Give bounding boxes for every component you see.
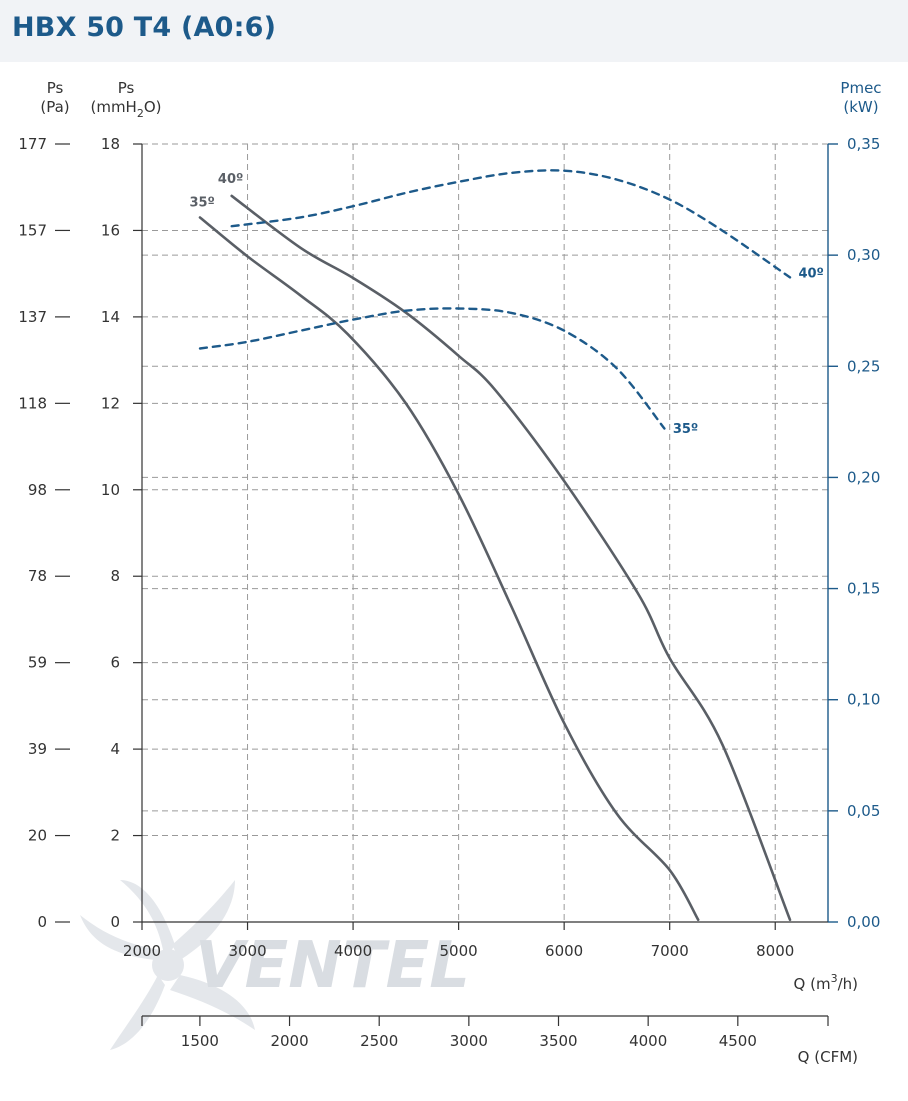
y-left-mmh2o-tick-label: 18 (101, 135, 120, 153)
watermark: VENTEL (80, 880, 470, 1050)
y-left-pa-title: Ps (Pa) (40, 79, 69, 116)
y-left-pa-tick-label: 177 (18, 135, 47, 153)
series-labels: 35º 40º 40º 35º (189, 172, 823, 437)
y-left-pa-tick-label: 98 (28, 481, 47, 499)
y-left-mmh2o-tick-label: 12 (101, 394, 120, 412)
x-primary-tick-label: 3000 (228, 942, 266, 960)
grid (142, 143, 828, 922)
series-power-2 (198, 307, 666, 430)
y-right-title-line1: Pmec (840, 79, 881, 97)
series (198, 169, 792, 922)
y-left-pa-title-line2: (Pa) (40, 98, 69, 116)
y-left-mmh2o-tick-label: 16 (101, 221, 120, 239)
y-right-tick-label: 0,25 (847, 357, 880, 375)
series-label: 35º (673, 422, 698, 437)
x-primary-tick-label: 6000 (545, 942, 583, 960)
x-secondary-tick-label: 3000 (450, 1032, 488, 1050)
y-right-tick-label: 0,15 (847, 580, 880, 598)
series-power-3 (230, 169, 792, 279)
y-left-mmh2o-title-line1: Ps (118, 79, 135, 97)
x-primary-title: Q (m3/h) (794, 972, 858, 993)
watermark-text: VENTEL (195, 929, 470, 1003)
x-secondary-tick-label: 2500 (360, 1032, 398, 1050)
fan-logo-icon (80, 880, 255, 1050)
x-secondary-tick-label: 4000 (629, 1032, 667, 1050)
x-primary-tick-label: 5000 (440, 942, 478, 960)
y-left-pa-tick-label: 157 (18, 221, 47, 239)
y-left-pa-tick-label: 137 (18, 308, 47, 326)
y-left-mmh2o-title-line2: (mmH2O) (90, 98, 161, 120)
y-left-pa-tick-label: 118 (18, 394, 47, 412)
y-left-mmh2o-title: Ps (mmH2O) (90, 79, 161, 120)
x-secondary-tick-label: 4500 (719, 1032, 757, 1050)
y-right-tick-label: 0,35 (847, 135, 880, 153)
x-primary-tick-label: 8000 (756, 942, 794, 960)
x-primary-tick-label: 4000 (334, 942, 372, 960)
y-left-mmh2o-tick-label: 8 (110, 567, 120, 585)
y-right-tick-label: 0,30 (847, 246, 880, 264)
y-left-pa-tick-label: 0 (37, 913, 47, 931)
y-left-pa-tick-label: 20 (28, 827, 47, 845)
series-pressure-1 (230, 194, 792, 922)
series-label: 40º (218, 172, 243, 187)
y-right-title: Pmec (kW) (840, 79, 881, 116)
y-left-pa-tick-label: 78 (28, 567, 47, 585)
x-secondary-tick-label: 3500 (539, 1032, 577, 1050)
y-left-mmh2o-tick-label: 10 (101, 481, 120, 499)
chart-title: HBX 50 T4 (A0:6) (12, 12, 277, 43)
axes: 0 2 4 6 8 10 12 14 16 18 0 20 39 59 78 98 118 137 157 177 0,… (18, 135, 880, 1050)
y-left-mmh2o-tick-label: 6 (110, 654, 120, 672)
y-right-tick-label: 0,20 (847, 468, 880, 486)
series-pressure-0 (198, 216, 700, 922)
x-secondary-tick-label: 1500 (181, 1032, 219, 1050)
series-label: 40º (798, 266, 823, 281)
y-right-tick-label: 0,00 (847, 913, 880, 931)
series-label: 35º (189, 196, 214, 211)
header-bar: HBX 50 T4 (A0:6) (0, 0, 908, 62)
y-right-tick-label: 0,05 (847, 802, 880, 820)
y-left-pa-title-line1: Ps (47, 79, 64, 97)
y-right-tick-label: 0,10 (847, 691, 880, 709)
y-left-pa-tick-label: 39 (28, 740, 47, 758)
y-left-mmh2o-tick-label: 0 (110, 913, 120, 931)
y-left-mmh2o-tick-label: 2 (110, 827, 120, 845)
y-right-title-line2: (kW) (843, 98, 878, 116)
y-left-mmh2o-tick-label: 4 (110, 740, 120, 758)
y-left-pa-tick-label: 59 (28, 654, 47, 672)
y-left-mmh2o-tick-label: 14 (101, 308, 120, 326)
x-primary-tick-label: 7000 (651, 942, 689, 960)
x-primary-tick-label: 2000 (123, 942, 161, 960)
x-secondary-title: Q (CFM) (798, 1048, 858, 1066)
x-secondary-tick-label: 2000 (270, 1032, 308, 1050)
